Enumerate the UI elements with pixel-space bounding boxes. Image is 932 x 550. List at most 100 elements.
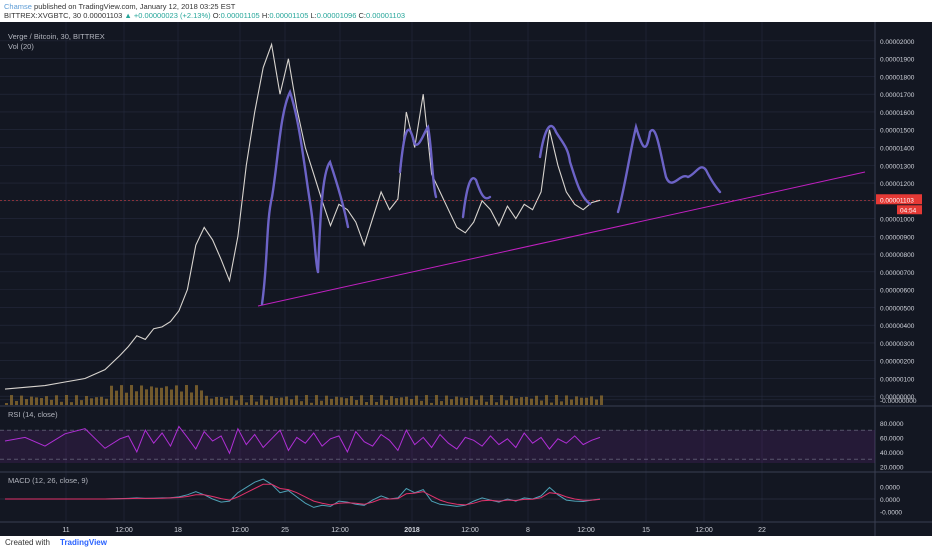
drawn-projection	[616, 122, 722, 214]
volume-bar	[135, 391, 138, 405]
time-tick-label: 12:00	[231, 527, 249, 534]
volume-bar	[535, 395, 538, 405]
last-price-label: 0.00001103	[880, 197, 914, 204]
price-tick-label: 0.00000100	[880, 376, 915, 383]
volume-bar	[5, 403, 8, 405]
volume-bar	[20, 395, 23, 405]
volume-bar	[305, 395, 308, 405]
rsi-legend: RSI (14, close)	[8, 410, 58, 419]
drawn-projection	[461, 177, 492, 219]
volume-bar	[465, 397, 468, 405]
last-price-badge	[876, 194, 922, 205]
volume-bar	[445, 395, 448, 405]
volume-bar	[495, 402, 498, 405]
high-label: H:	[261, 11, 270, 20]
price-tick-label: 0.00001200	[880, 181, 915, 188]
volume-bar	[170, 389, 173, 405]
volume-bar	[385, 399, 388, 405]
volume-bar	[550, 402, 553, 405]
volume-bar	[220, 397, 223, 405]
volume-bar	[120, 385, 123, 405]
time-tick-label: 15	[642, 527, 650, 534]
volume-bar	[110, 385, 113, 405]
open-label: O:	[212, 11, 221, 20]
volume-bar	[95, 397, 98, 405]
volume-bar	[215, 396, 218, 405]
volume-bar	[500, 395, 503, 405]
volume-bar	[470, 396, 473, 405]
volume-bar	[485, 401, 488, 405]
close-label: C:	[358, 11, 366, 20]
chart-area[interactable]: 0.00002000 0.00001900 0.00001800 0.00001700…	[0, 22, 932, 536]
user-drawings[interactable]	[257, 88, 866, 307]
author-link[interactable]: Chamse	[4, 2, 32, 11]
signal-line	[5, 483, 601, 506]
volume-bar	[475, 399, 478, 405]
publish-info: Chamse published on TradingView.com, Jan…	[4, 2, 235, 11]
volume-bar	[600, 395, 603, 405]
volume-bar	[30, 396, 33, 405]
volume-bar	[525, 396, 528, 405]
created-with-text: Created with	[5, 538, 50, 547]
pair-legend: Verge / Bitcoin, 30, BITTREX	[8, 32, 105, 41]
volume-bar	[360, 395, 363, 405]
volume-bar	[15, 400, 18, 405]
volume-bar	[35, 397, 38, 405]
volume-bar	[100, 396, 103, 405]
volume-bar	[340, 397, 343, 405]
volume-bar	[425, 395, 428, 405]
volume-bar	[490, 395, 493, 405]
volume-bar	[85, 395, 88, 405]
price-tick-label: 0.00001400	[880, 145, 915, 152]
volume-bar	[125, 392, 128, 405]
price-tick-label: 0.00001600	[880, 110, 915, 117]
volume-bar	[430, 402, 433, 405]
price-tick-label: 0.00000800	[880, 252, 915, 259]
volume-bar	[560, 401, 563, 405]
volume-bar	[70, 402, 73, 405]
time-tick-label: 25	[281, 527, 289, 534]
macd-legend: MACD (12, 26, close, 9)	[8, 476, 89, 485]
volume-bar	[460, 397, 463, 405]
volume-bar	[60, 401, 63, 405]
volume-bar	[320, 400, 323, 405]
volume-bar	[40, 398, 43, 405]
volume-bar	[270, 396, 273, 405]
high-value: 0.00001105	[269, 11, 309, 20]
volume-bar	[50, 399, 53, 405]
volume-legend: Vol (20)	[8, 42, 34, 51]
price-tick-label: 0.00000400	[880, 323, 915, 330]
price-tick-label: 0.00001300	[880, 163, 915, 170]
volume-bar	[185, 385, 188, 405]
volume-bar	[375, 401, 378, 405]
volume-bar	[130, 385, 133, 405]
rsi-band-fill	[0, 430, 875, 463]
time-tick-label: 12:00	[115, 527, 133, 534]
volume-bar	[140, 385, 143, 405]
volume-bar	[450, 399, 453, 405]
volume-bar	[235, 400, 238, 405]
price-tick-label: 0.00002000	[880, 39, 915, 46]
volume-bar	[405, 396, 408, 405]
macd-tick-label: 0.0000	[880, 484, 900, 491]
grid	[0, 22, 875, 522]
tradingview-logo[interactable]: TradingView	[60, 538, 107, 547]
trendline	[257, 171, 866, 307]
volume-bar	[355, 400, 358, 405]
last-price: 0.00001103	[83, 11, 123, 20]
volume-bar	[555, 395, 558, 405]
time-tick-label: 2018	[404, 527, 420, 534]
chart-svg[interactable]: 0.00002000 0.00001900 0.00001800 0.00001700…	[0, 22, 932, 536]
volume-bar	[530, 398, 533, 405]
volume-bar	[65, 395, 68, 405]
time-tick-label: 12:00	[577, 527, 595, 534]
volume-bar	[315, 395, 318, 405]
volume-bar	[265, 399, 268, 405]
rsi-tick-label: 60.0000	[880, 435, 904, 442]
countdown-badge	[897, 205, 922, 215]
volume-bar	[350, 396, 353, 405]
volume-bar	[10, 395, 13, 405]
volume-bar	[175, 385, 178, 405]
volume-bar	[45, 396, 48, 405]
volume-bar	[190, 392, 193, 405]
